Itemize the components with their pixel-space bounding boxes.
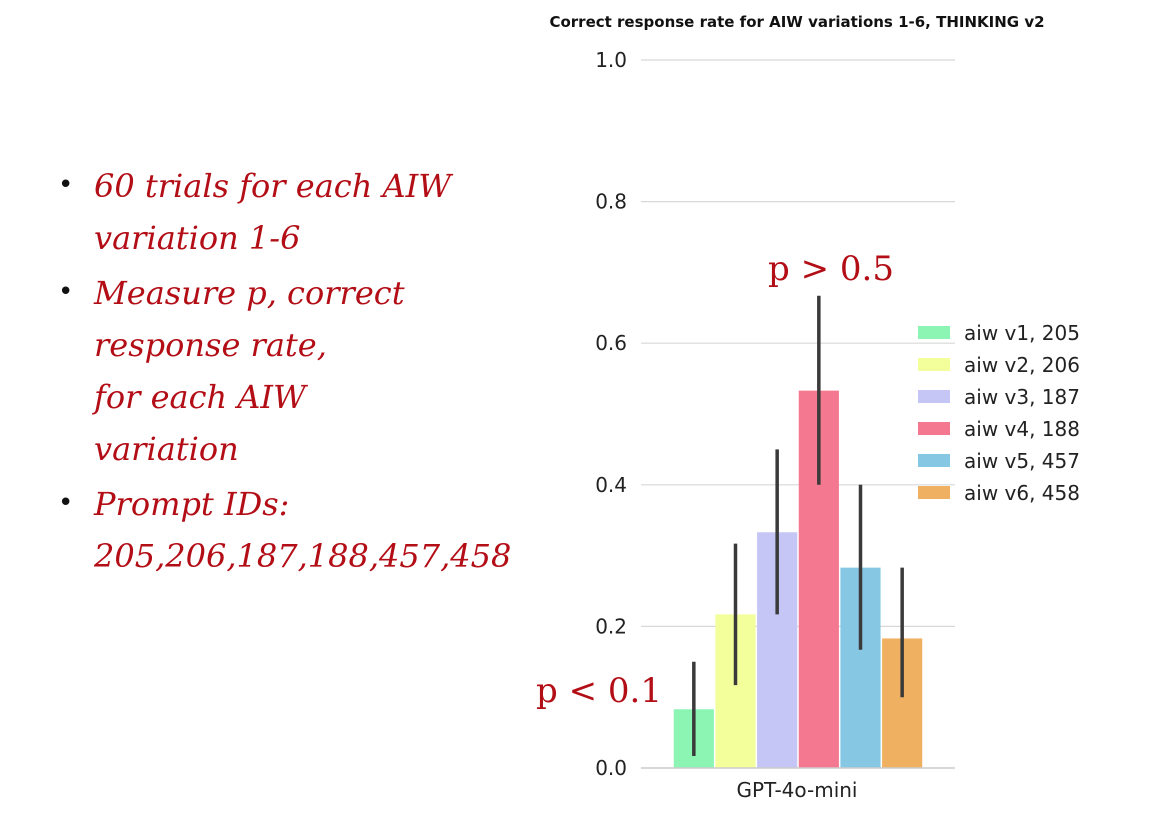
legend-label: aiw v5, 457 — [964, 449, 1080, 473]
bullet-item: • Prompt IDs: 205,206,187,188,457,458 — [58, 478, 538, 582]
x-category-label: GPT-4o-mini — [737, 778, 858, 802]
legend-label: aiw v1, 205 — [964, 321, 1080, 345]
y-tick-label: 0.8 — [595, 190, 627, 214]
legend-label: aiw v4, 188 — [964, 417, 1080, 441]
y-tick-label: 0.2 — [595, 614, 627, 638]
bullet-item: • Measure p, correct response rate, for e… — [58, 267, 538, 475]
bullet-dot: • — [58, 488, 74, 518]
legend-label: aiw v6, 458 — [964, 481, 1080, 505]
bullet-dot: • — [58, 277, 74, 307]
legend-swatch — [918, 486, 950, 499]
y-tick-label: 0.4 — [595, 473, 627, 497]
bullet-item: • 60 trials for each AIW variation 1-6 — [58, 160, 538, 264]
chart-title: Correct response rate for AIW variations… — [549, 13, 1044, 31]
legend-label: aiw v3, 187 — [964, 385, 1080, 409]
y-tick-label: 1.0 — [595, 48, 627, 72]
bullet-list: • 60 trials for each AIW variation 1-6 • Me… — [58, 160, 538, 585]
y-tick-label: 0.6 — [595, 331, 627, 355]
legend-label: aiw v2, 206 — [964, 353, 1080, 377]
legend-swatch — [918, 358, 950, 371]
bullet-dot: • — [58, 170, 74, 200]
grid-lines — [641, 59, 955, 628]
y-axis-ticks: 0.0 0.2 0.4 0.6 0.8 1.0 — [595, 48, 627, 780]
y-tick-label: 0.0 — [595, 756, 627, 780]
bullet-text: Measure p, correct response rate, for ea… — [94, 274, 405, 468]
legend-swatch — [918, 390, 950, 403]
legend: aiw v1, 205 aiw v2, 206 aiw v3, 187 aiw v4,… — [918, 321, 1080, 505]
legend-swatch — [918, 454, 950, 467]
bars — [673, 390, 923, 768]
legend-swatch — [918, 422, 950, 435]
error-bars — [692, 295, 904, 756]
bullet-text: Prompt IDs: 205,206,187,188,457,458 — [94, 485, 512, 575]
legend-swatch — [918, 326, 950, 339]
bullet-text: 60 trials for each AIW variation 1-6 — [94, 167, 452, 257]
annotation-high: p > 0.5 — [768, 249, 894, 289]
annotation-low: p < 0.1 — [536, 671, 662, 711]
